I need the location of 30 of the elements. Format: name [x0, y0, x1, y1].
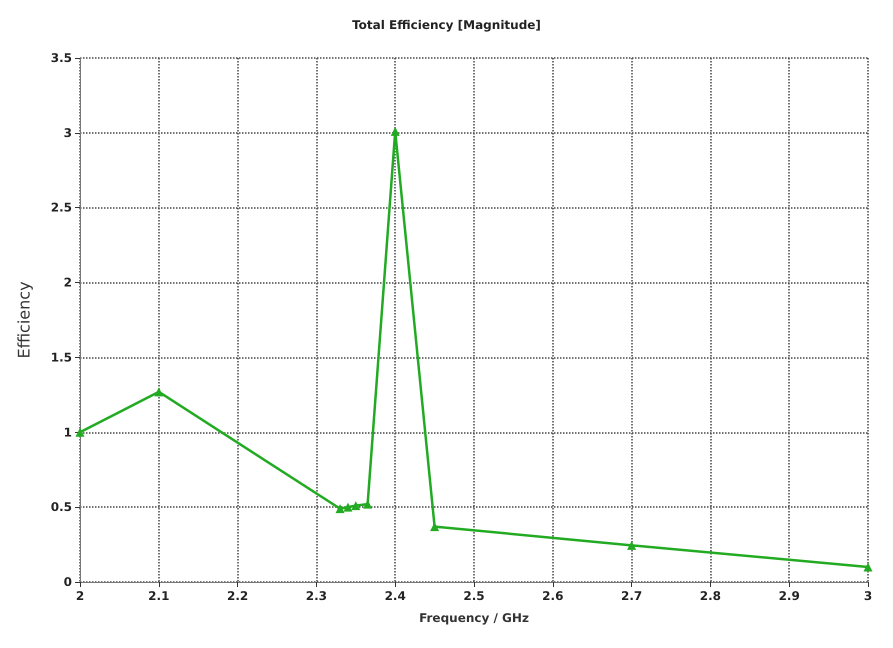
x-tick-label: 2.9: [778, 589, 800, 603]
x-tick-label: 2.5: [463, 589, 485, 603]
y-tick-label: 0: [64, 575, 72, 589]
point: [390, 126, 400, 136]
x-tick-label: 2.3: [306, 589, 328, 603]
x-tick-label: 2.6: [542, 589, 564, 603]
x-tick-label: 2.7: [620, 589, 642, 603]
x-tick-label: 3: [864, 589, 872, 603]
x-tick-label: 2.4: [384, 589, 406, 603]
x-tick-label: 2.8: [700, 589, 722, 603]
y-tick-label: 3: [64, 126, 72, 140]
point: [864, 562, 872, 572]
point: [343, 502, 352, 512]
chart-title: Total Efficiency [Magnitude]: [352, 18, 541, 32]
y-tick-label: 0.5: [50, 500, 72, 514]
x-axis-title: Frequency / GHz: [419, 611, 529, 625]
y-tick-label: 3.5: [50, 51, 72, 65]
point: [154, 387, 164, 396]
point: [76, 428, 84, 437]
x-tick-label: 2.1: [148, 589, 170, 603]
x-tick-label: 2.2: [226, 589, 248, 603]
y-tick-label: 2: [64, 276, 72, 290]
point: [336, 504, 345, 514]
point: [351, 501, 360, 510]
y-tick-label: 1: [64, 425, 72, 440]
y-axis-title: Efficiency: [14, 281, 34, 359]
point: [627, 540, 636, 550]
x-tick-label: 2: [76, 589, 84, 603]
y-tick-label: 2.5: [50, 200, 72, 215]
y-tick-label: 1.5: [50, 350, 72, 364]
